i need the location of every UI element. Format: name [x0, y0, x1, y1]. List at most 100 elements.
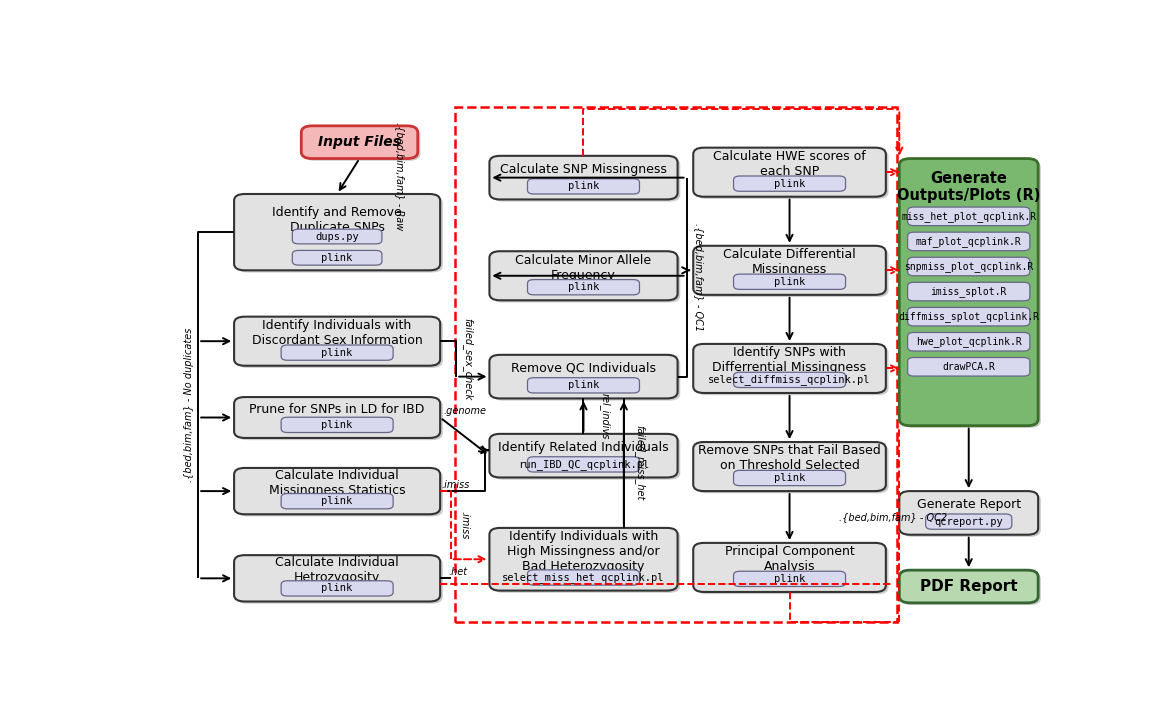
- Text: Identify and Remove
Duplicate SNPs: Identify and Remove Duplicate SNPs: [273, 206, 402, 234]
- FancyBboxPatch shape: [281, 581, 393, 596]
- FancyBboxPatch shape: [304, 128, 421, 161]
- FancyBboxPatch shape: [902, 161, 1040, 428]
- Text: select_diffmiss_qcplink.pl: select_diffmiss_qcplink.pl: [709, 375, 870, 385]
- Text: Calculate Individual
Hetrozygosity: Calculate Individual Hetrozygosity: [275, 556, 399, 584]
- Text: Calculate Differential
Missingness: Calculate Differential Missingness: [724, 248, 855, 276]
- FancyBboxPatch shape: [907, 257, 1030, 276]
- FancyBboxPatch shape: [694, 344, 885, 393]
- Text: miss_het_plot_qcplink.R: miss_het_plot_qcplink.R: [902, 211, 1036, 222]
- Text: Prune for SNPs in LD for IBD: Prune for SNPs in LD for IBD: [250, 403, 424, 416]
- FancyBboxPatch shape: [237, 319, 443, 368]
- Text: Input Files: Input Files: [318, 135, 401, 149]
- Text: qcreport.py: qcreport.py: [934, 517, 1003, 527]
- FancyBboxPatch shape: [234, 316, 440, 366]
- FancyBboxPatch shape: [734, 571, 845, 586]
- Text: rel_indivs: rel_indivs: [600, 393, 610, 440]
- Text: plink: plink: [773, 178, 806, 188]
- Text: Calculate SNP Missingness: Calculate SNP Missingness: [501, 163, 667, 176]
- FancyBboxPatch shape: [234, 194, 440, 270]
- FancyBboxPatch shape: [926, 514, 1012, 530]
- Text: Identify Related Individuals: Identify Related Individuals: [498, 441, 669, 454]
- Text: Generate
Outputs/Plots (R): Generate Outputs/Plots (R): [897, 171, 1040, 203]
- FancyBboxPatch shape: [489, 528, 677, 590]
- FancyBboxPatch shape: [492, 357, 680, 401]
- FancyBboxPatch shape: [734, 274, 845, 290]
- Text: failed_miss_het: failed_miss_het: [635, 426, 645, 501]
- Text: Calculate Minor Allele
Frequency: Calculate Minor Allele Frequency: [516, 253, 652, 282]
- FancyBboxPatch shape: [281, 345, 393, 360]
- FancyBboxPatch shape: [527, 280, 639, 295]
- Text: .het: .het: [449, 567, 468, 577]
- Text: drawPCA.R: drawPCA.R: [942, 362, 995, 372]
- Text: diffmiss_splot_qcplink.R: diffmiss_splot_qcplink.R: [898, 312, 1039, 322]
- Text: select_miss_het_qcplink.pl: select_miss_het_qcplink.pl: [502, 572, 665, 583]
- Text: Remove SNPs that Fail Based
on Threshold Selected: Remove SNPs that Fail Based on Threshold…: [698, 445, 881, 472]
- FancyBboxPatch shape: [907, 207, 1030, 226]
- Text: plink: plink: [773, 574, 806, 584]
- Text: plink: plink: [321, 348, 353, 358]
- FancyBboxPatch shape: [696, 150, 889, 199]
- FancyBboxPatch shape: [696, 444, 889, 493]
- FancyBboxPatch shape: [527, 377, 639, 393]
- Text: Remove QC Individuals: Remove QC Individuals: [511, 362, 655, 375]
- FancyBboxPatch shape: [734, 372, 845, 387]
- FancyBboxPatch shape: [281, 493, 393, 509]
- FancyBboxPatch shape: [234, 397, 440, 438]
- FancyBboxPatch shape: [902, 572, 1040, 605]
- Text: .{bed,bim,fam} - No duplicates: .{bed,bim,fam} - No duplicates: [184, 328, 194, 482]
- Text: .{bed,bim,fam} - Raw: .{bed,bim,fam} - Raw: [395, 122, 406, 230]
- FancyBboxPatch shape: [907, 307, 1030, 326]
- FancyBboxPatch shape: [492, 436, 680, 479]
- Text: Identify Individuals with
Discordant Sex Information: Identify Individuals with Discordant Sex…: [252, 319, 422, 347]
- FancyBboxPatch shape: [492, 253, 680, 302]
- FancyBboxPatch shape: [694, 148, 885, 197]
- FancyBboxPatch shape: [234, 468, 440, 514]
- FancyBboxPatch shape: [734, 470, 845, 486]
- Text: plink: plink: [568, 181, 599, 191]
- FancyBboxPatch shape: [492, 530, 680, 593]
- Text: snpmiss_plot_qcplink.R: snpmiss_plot_qcplink.R: [904, 261, 1033, 272]
- FancyBboxPatch shape: [489, 434, 677, 477]
- Text: Calculate Individual
Missingness Statistics: Calculate Individual Missingness Statist…: [269, 469, 406, 497]
- Text: plink: plink: [773, 277, 806, 287]
- Text: Calculate HWE scores of
each SNP: Calculate HWE scores of each SNP: [713, 150, 866, 178]
- FancyBboxPatch shape: [734, 176, 845, 191]
- Text: .{bed,bim,fam} - QC2: .{bed,bim,fam} - QC2: [839, 512, 947, 522]
- FancyBboxPatch shape: [694, 442, 885, 491]
- FancyBboxPatch shape: [237, 557, 443, 604]
- Text: Identify Individuals with
High Missingness and/or
Bad Heterozygosity: Identify Individuals with High Missingne…: [507, 530, 660, 573]
- FancyBboxPatch shape: [907, 333, 1030, 351]
- Text: Generate Report: Generate Report: [917, 498, 1021, 511]
- Text: Identify SNPs with
Differrential Missingness: Identify SNPs with Differrential Missing…: [712, 346, 867, 375]
- FancyBboxPatch shape: [489, 355, 677, 399]
- Text: plink: plink: [321, 420, 353, 430]
- Text: plink: plink: [773, 473, 806, 483]
- FancyBboxPatch shape: [281, 417, 393, 433]
- FancyBboxPatch shape: [694, 246, 885, 295]
- FancyBboxPatch shape: [237, 399, 443, 440]
- Text: maf_plot_qcplink.R: maf_plot_qcplink.R: [916, 236, 1022, 247]
- FancyBboxPatch shape: [237, 196, 443, 273]
- FancyBboxPatch shape: [237, 470, 443, 516]
- FancyBboxPatch shape: [234, 555, 440, 602]
- FancyBboxPatch shape: [292, 251, 381, 265]
- FancyBboxPatch shape: [907, 232, 1030, 251]
- Text: plink: plink: [568, 282, 599, 292]
- Text: Principal Component
Analysis: Principal Component Analysis: [725, 545, 854, 573]
- Text: run_IBD_QC_qcplink.pl: run_IBD_QC_qcplink.pl: [518, 459, 650, 470]
- FancyBboxPatch shape: [696, 346, 889, 395]
- FancyBboxPatch shape: [492, 158, 680, 202]
- Text: imiss_splot.R: imiss_splot.R: [931, 286, 1007, 297]
- Text: plink: plink: [321, 583, 353, 593]
- FancyBboxPatch shape: [899, 159, 1038, 426]
- FancyBboxPatch shape: [696, 248, 889, 297]
- FancyBboxPatch shape: [292, 229, 381, 244]
- Text: plink: plink: [321, 253, 353, 263]
- FancyBboxPatch shape: [907, 282, 1030, 301]
- Text: plink: plink: [568, 380, 599, 390]
- FancyBboxPatch shape: [489, 156, 677, 200]
- FancyBboxPatch shape: [302, 126, 417, 159]
- Text: .{bed,bim,fam} - QC1: .{bed,bim,fam} - QC1: [694, 223, 704, 331]
- Text: failed_sex_check: failed_sex_check: [462, 318, 474, 400]
- FancyBboxPatch shape: [902, 493, 1040, 537]
